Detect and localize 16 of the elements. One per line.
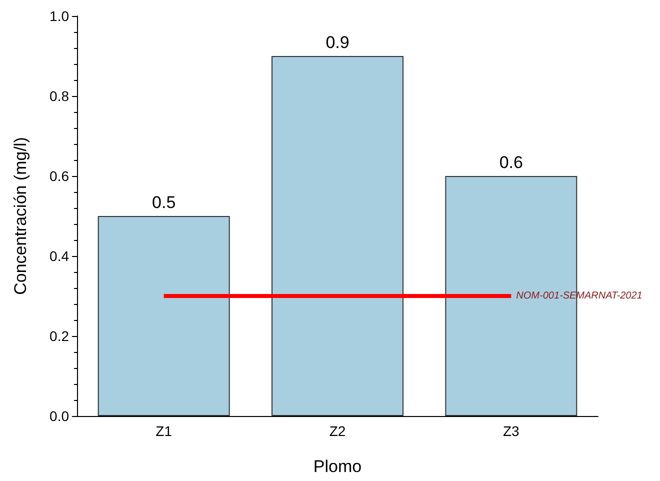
y-tick-label: 0.2 <box>50 328 70 344</box>
x-axis-title: Plomo <box>313 457 362 476</box>
data-label: 0.9 <box>326 33 350 52</box>
x-tick-label: Z2 <box>329 423 346 439</box>
data-label: 0.6 <box>499 153 523 172</box>
y-tick-label: 0.8 <box>50 88 70 104</box>
x-tick-label: Z1 <box>156 423 172 439</box>
y-tick-label: 0.6 <box>50 168 70 184</box>
bar <box>272 56 404 416</box>
y-tick-label: 0.4 <box>50 248 70 264</box>
data-label: 0.5 <box>152 193 176 212</box>
y-tick-label: 0.0 <box>50 408 70 424</box>
x-tick-label: Z3 <box>502 423 520 439</box>
bar <box>98 216 230 416</box>
y-axis-title: Concentración (mg/l) <box>11 137 30 295</box>
y-tick-label: 1.0 <box>50 8 70 24</box>
